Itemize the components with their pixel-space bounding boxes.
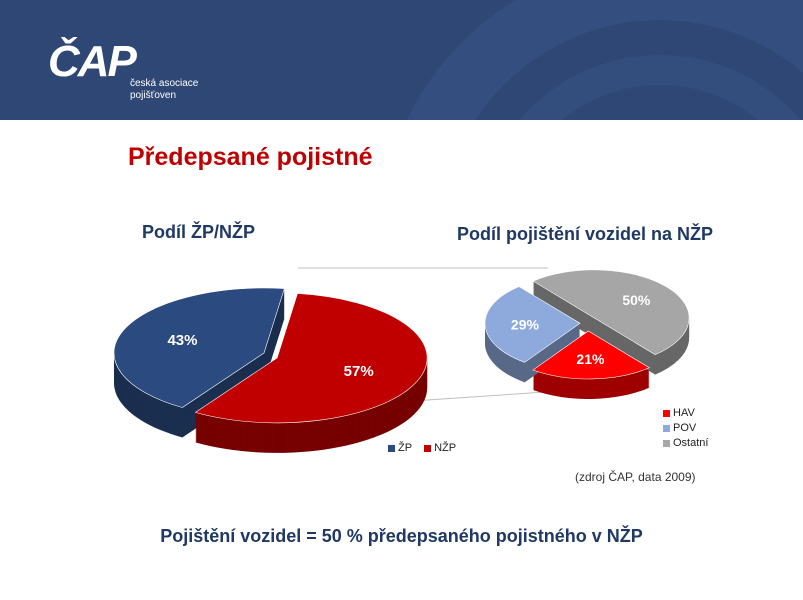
legend-right: HAV POV Ostatní bbox=[663, 406, 708, 451]
logo-mark: ČAP bbox=[48, 35, 138, 86]
legend-swatch-pov bbox=[663, 424, 670, 432]
legend-label-ostatni: Ostatní bbox=[673, 437, 709, 449]
data-label-hav: 21% bbox=[576, 351, 605, 367]
pie-slice-zp bbox=[113, 287, 285, 408]
pie-slice-hav bbox=[532, 330, 651, 380]
logo-subtitle-line1: česká asociace bbox=[130, 78, 199, 89]
legend-swatch-zp bbox=[388, 444, 395, 452]
legend-label-hav: HAV bbox=[673, 407, 695, 419]
slide-header: ČAP česká asociace pojišťoven bbox=[0, 0, 803, 120]
pie-slice-pov bbox=[484, 286, 581, 363]
data-label-zp: 43% bbox=[167, 332, 197, 349]
pie-chart-right: 21% 29% 50% bbox=[484, 269, 690, 399]
legend-label-zp: ŽP bbox=[398, 442, 412, 454]
footer-statement: Pojištění vozidel = 50 % předepsaného po… bbox=[160, 526, 643, 546]
page-title: Předepsané pojistné bbox=[128, 143, 373, 171]
legend-label-nzp: NŽP bbox=[434, 442, 457, 454]
legend-label-pov: POV bbox=[673, 422, 697, 434]
source-note: (zdroj ČAP, data 2009) bbox=[575, 470, 696, 484]
data-label-ostatni: 50% bbox=[622, 292, 651, 308]
legend-swatch-nzp bbox=[424, 444, 432, 452]
data-label-pov: 29% bbox=[511, 316, 540, 332]
legend-left: ŽP NŽP bbox=[388, 442, 456, 454]
left-chart-title: Podíl ŽP/NŽP bbox=[142, 222, 256, 242]
pie-slice-ostatni bbox=[532, 269, 690, 355]
header-decoration: ČAP bbox=[48, 0, 803, 120]
legend-swatch-ostatni bbox=[663, 439, 670, 447]
data-label-nzp: 57% bbox=[344, 363, 374, 380]
logo-subtitle-line2: pojišťoven bbox=[130, 90, 177, 101]
connector-line-bottom bbox=[397, 390, 561, 403]
right-chart-title: Podíl pojištění vozidel na NŽP bbox=[457, 224, 714, 244]
pie-slice-nzp bbox=[194, 293, 428, 424]
logo-subtitle: česká asociace pojišťoven bbox=[130, 78, 198, 102]
pie-chart-left: 43% 57% bbox=[113, 287, 428, 453]
legend-swatch-hav bbox=[663, 409, 670, 417]
